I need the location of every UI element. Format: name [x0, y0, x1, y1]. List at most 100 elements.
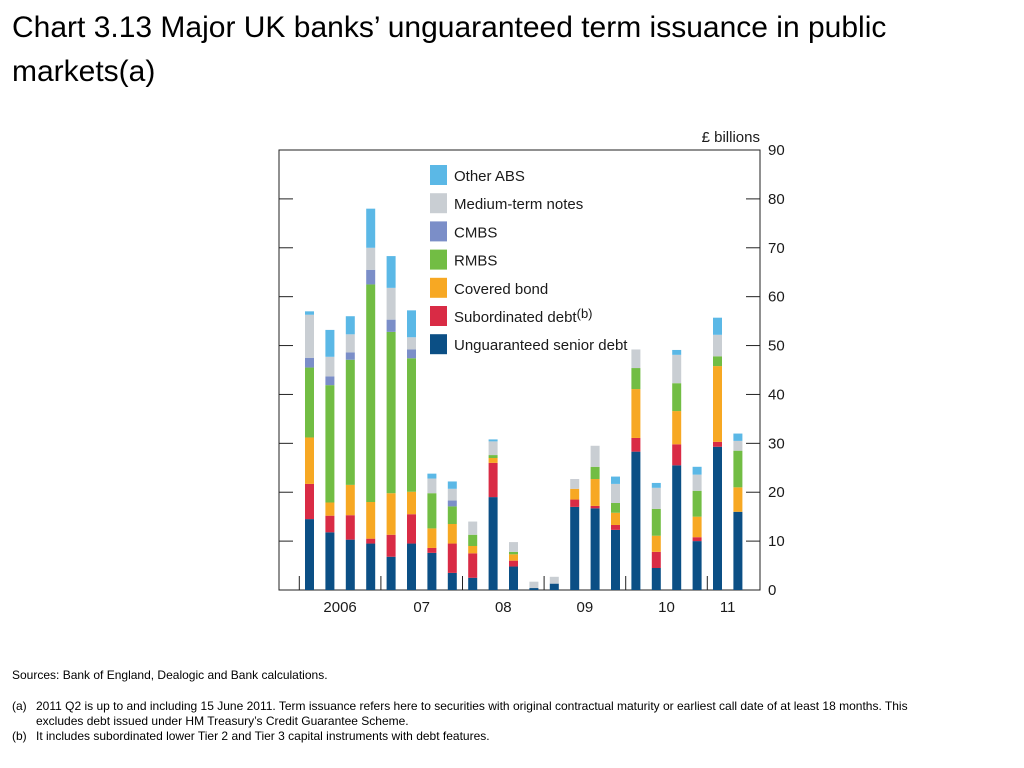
bar-rmbs [713, 356, 722, 367]
bar-other-abs [488, 439, 498, 442]
bar-other-abs [366, 208, 376, 248]
bar-covered-bond [733, 487, 743, 512]
footnote-b-mark: (b) [12, 729, 27, 743]
bar-other-abs [386, 256, 396, 288]
legend-swatch-medium-term-notes [430, 193, 447, 214]
plot-frame [278, 149, 761, 591]
bar-medium-term-notes [366, 247, 376, 270]
bar-subordinated-debt [611, 524, 620, 530]
bar-unguaranteed-senior-debt [509, 566, 518, 590]
bar-medium-term-notes [488, 441, 498, 456]
bar-unguaranteed-senior-debt [427, 552, 437, 590]
legend-label-unguaranteed-senior-debt: Unguaranteed senior debt [454, 337, 628, 354]
legend-swatch-unguaranteed-senior-debt [430, 334, 447, 355]
bar-subordinated-debt [305, 483, 314, 520]
bar-unguaranteed-senior-debt [386, 556, 396, 590]
footnotes: Sources: Bank of England, Dealogic and B… [12, 668, 1012, 744]
bar-medium-term-notes [529, 581, 539, 589]
bar-medium-term-notes [325, 356, 335, 377]
bar-cmbs [305, 357, 314, 368]
bar-cmbs [447, 500, 457, 507]
bar-covered-bond [672, 411, 682, 445]
bar-rmbs [447, 506, 457, 524]
bar-rmbs [468, 534, 478, 546]
footnote-a-mark: (a) [12, 699, 27, 713]
legend-label-medium-term-notes: Medium-term notes [454, 196, 583, 213]
bar-covered-bond [611, 512, 620, 525]
bar-other-abs [427, 473, 437, 479]
bar-covered-bond [651, 535, 661, 552]
bar-rmbs [631, 368, 641, 390]
bar-covered-bond [325, 502, 335, 516]
bar-cmbs [366, 269, 376, 285]
bar-rmbs [427, 493, 437, 529]
legend-swatch-other-abs [430, 165, 447, 185]
bar-cmbs [325, 376, 335, 386]
bar-other-abs [447, 481, 457, 489]
bar-covered-bond [305, 437, 314, 484]
bar-covered-bond [713, 366, 722, 442]
y-tick-label: 90 [768, 142, 785, 159]
bar-subordinated-debt [468, 553, 478, 578]
bar-other-abs [713, 317, 722, 335]
chart-title: Chart 3.13 Major UK banks’ unguaranteed … [12, 11, 887, 88]
bar-subordinated-debt [713, 441, 722, 447]
bar-subordinated-debt [692, 537, 702, 542]
bar-medium-term-notes [631, 349, 641, 369]
legend-label-subordinated-debt: Subordinated debt(b) [454, 306, 593, 326]
bar-covered-bond [468, 546, 478, 554]
legend-swatch-covered-bond [430, 277, 447, 298]
bar-subordinated-debt [509, 560, 518, 567]
bar-covered-bond [345, 484, 355, 516]
bar-subordinated-debt [590, 505, 600, 509]
bar-unguaranteed-senior-debt [447, 572, 457, 590]
y-tick-label: 40 [768, 386, 785, 403]
bar-medium-term-notes [468, 521, 478, 535]
bar-covered-bond [692, 516, 702, 538]
bar-unguaranteed-senior-debt [672, 465, 682, 590]
legend-label-cmbs: CMBS [454, 224, 497, 241]
bar-rmbs [345, 359, 355, 485]
bar-rmbs [611, 502, 620, 513]
bar-unguaranteed-senior-debt [570, 506, 580, 590]
bar-other-abs [407, 310, 416, 338]
bar-other-abs [692, 466, 702, 475]
footnote-a: (a) 2011 Q2 is up to and including 15 Ju… [12, 699, 1012, 729]
bar-unguaranteed-senior-debt [407, 543, 416, 590]
legend-label-rmbs: RMBS [454, 253, 497, 270]
bar-subordinated-debt [345, 515, 355, 540]
x-tick-label: 09 [577, 599, 594, 616]
y-tick-label: 50 [768, 338, 785, 355]
bar-unguaranteed-senior-debt [488, 497, 498, 590]
bar-medium-term-notes [305, 314, 314, 358]
bar-covered-bond [407, 491, 416, 515]
bar-medium-term-notes [427, 478, 437, 494]
bar-covered-bond [631, 389, 641, 438]
legend-superscript: (b) [577, 306, 593, 321]
bar-subordinated-debt [407, 514, 416, 544]
bar-medium-term-notes [713, 334, 722, 357]
y-tick-label: 20 [768, 484, 785, 501]
x-tick-label: 2006 [323, 599, 356, 616]
legend-label-other-abs: Other ABS [454, 168, 525, 185]
bar-rmbs [672, 383, 682, 412]
bar-rmbs [488, 455, 498, 458]
bar-subordinated-debt [651, 551, 661, 568]
x-tick-label: 10 [658, 599, 675, 616]
bar-rmbs [692, 490, 702, 517]
y-tick-label: 30 [768, 435, 785, 452]
y-tick-label: 60 [768, 289, 785, 306]
y-tick-label: 80 [768, 191, 785, 208]
bar-covered-bond [488, 458, 498, 463]
legend-label-covered-bond: Covered bond [454, 281, 548, 298]
bar-cmbs [407, 349, 416, 359]
bar-subordinated-debt [631, 437, 641, 452]
bar-rmbs [386, 331, 396, 494]
bar-rmbs [509, 551, 518, 555]
footnote-b: (b) It includes subordinated lower Tier … [12, 729, 1012, 744]
bar-covered-bond [366, 502, 376, 539]
bar-unguaranteed-senior-debt [631, 451, 641, 590]
bar-medium-term-notes [692, 474, 702, 491]
bar-unguaranteed-senior-debt [305, 519, 314, 590]
bar-medium-term-notes [570, 479, 580, 489]
